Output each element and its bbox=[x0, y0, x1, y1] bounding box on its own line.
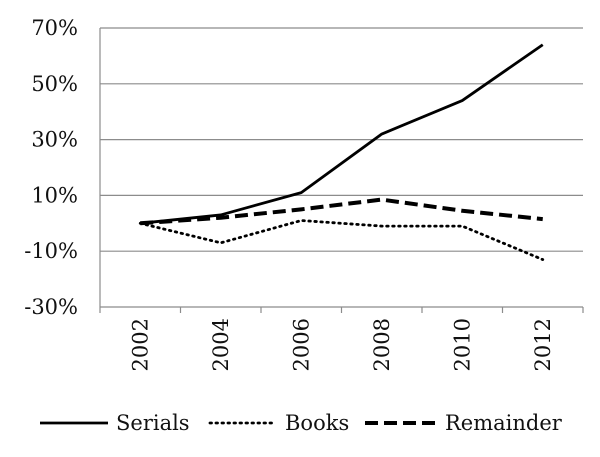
series-lines bbox=[138, 43, 545, 261]
y-tick-label: 30% bbox=[31, 128, 78, 152]
x-tick-label: 2010 bbox=[450, 318, 474, 371]
x-tick-label: 2006 bbox=[289, 318, 313, 371]
legend-label-remainder: Remainder bbox=[445, 411, 563, 435]
y-tick-label: -10% bbox=[24, 239, 78, 263]
x-tick-label: 2004 bbox=[209, 318, 233, 371]
series-line-remainder bbox=[140, 197, 543, 226]
legend-label-serials: Serials bbox=[116, 411, 190, 435]
series-line-books bbox=[138, 219, 545, 261]
x-tick-label: 2012 bbox=[531, 318, 555, 371]
x-tick-label: 2008 bbox=[370, 318, 394, 371]
legend-label-books: Books bbox=[285, 411, 349, 435]
series-line-serials bbox=[140, 43, 544, 225]
x-axis bbox=[99, 28, 584, 313]
y-tick-label: 10% bbox=[31, 183, 78, 207]
grid-lines bbox=[100, 27, 583, 252]
y-tick-label: 70% bbox=[31, 16, 78, 40]
y-tick-label: -30% bbox=[24, 295, 78, 319]
legend: Serials Books Remainder bbox=[40, 411, 563, 435]
x-axis-tick-labels: 2002 2004 2006 2008 2010 2012 bbox=[128, 318, 555, 371]
y-tick-label: 50% bbox=[31, 72, 78, 96]
x-tick-label: 2002 bbox=[128, 318, 152, 371]
y-axis-tick-labels: 70% 50% 30% 10% -10% -30% bbox=[24, 16, 78, 319]
